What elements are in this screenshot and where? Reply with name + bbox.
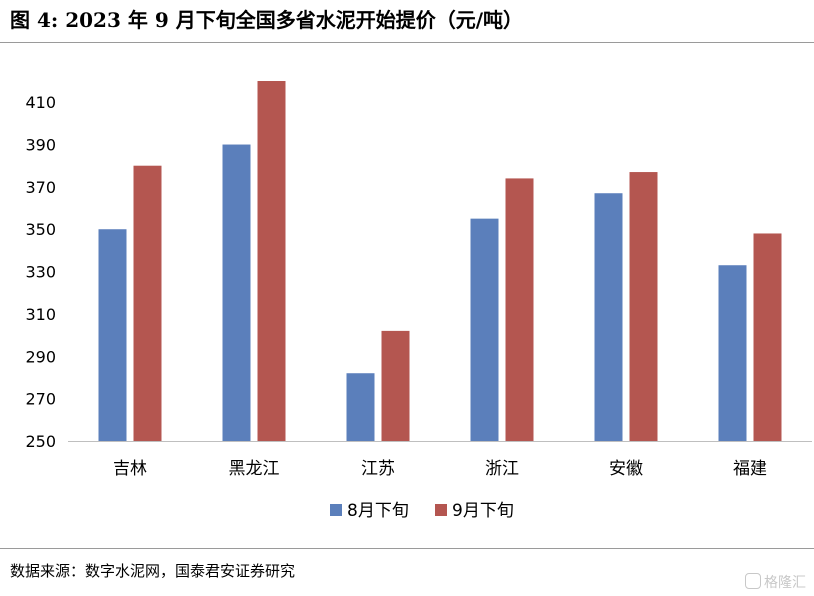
y-tick-label: 350	[25, 220, 56, 239]
bar	[753, 233, 782, 441]
x-tick-label: 黑龙江	[229, 459, 280, 479]
bar	[346, 373, 375, 441]
top-rule	[0, 42, 814, 43]
source-note: 数据来源：数字水泥网，国泰君安证券研究	[10, 562, 296, 580]
legend-label: 9月下旬	[452, 501, 514, 521]
x-tick-label: 浙江	[485, 459, 519, 479]
x-tick-label: 福建	[733, 459, 767, 479]
y-tick-label: 290	[25, 347, 56, 366]
x-tick-label: 江苏	[361, 459, 395, 479]
legend: 8月下旬 9月下旬	[330, 501, 514, 521]
y-tick-label: 370	[25, 178, 56, 197]
y-tick-label: 390	[25, 136, 56, 155]
bottom-rule	[0, 548, 814, 549]
bar	[470, 218, 499, 441]
watermark-text: 格隆汇	[764, 575, 806, 591]
y-axis: 250 270 290 310 330 350 370 390 410	[25, 93, 56, 451]
y-tick-label: 270	[25, 390, 56, 409]
legend-swatch	[330, 504, 342, 516]
bar	[718, 265, 747, 441]
y-tick-label: 250	[25, 432, 56, 451]
bars	[98, 81, 782, 442]
x-tick-label: 吉林	[113, 459, 147, 479]
watermark: 格隆汇	[745, 572, 806, 592]
y-tick-label: 310	[25, 305, 56, 324]
bar	[505, 178, 534, 442]
bar	[133, 165, 162, 441]
figure-title: 图 4: 2023 年 9 月下旬全国多省水泥开始提价（元/吨）	[10, 8, 523, 32]
bar-chart: 250 270 290 310 330 350 370 390 410 吉林 黑龙江 江苏 浙江 安徽 福…	[25, 81, 812, 521]
bar	[629, 172, 658, 441]
x-axis-labels: 吉林 黑龙江 江苏 浙江 安徽 福建	[113, 459, 767, 479]
bar	[98, 229, 127, 441]
bar	[257, 81, 286, 441]
legend-label: 8月下旬	[347, 501, 409, 521]
bar	[222, 144, 251, 441]
y-tick-label: 410	[25, 93, 56, 112]
x-tick-label: 安徽	[609, 459, 643, 479]
bar	[594, 193, 623, 441]
legend-swatch	[435, 504, 447, 516]
y-tick-label: 330	[25, 263, 56, 282]
bar	[381, 330, 410, 441]
watermark-logo-icon	[745, 573, 761, 589]
